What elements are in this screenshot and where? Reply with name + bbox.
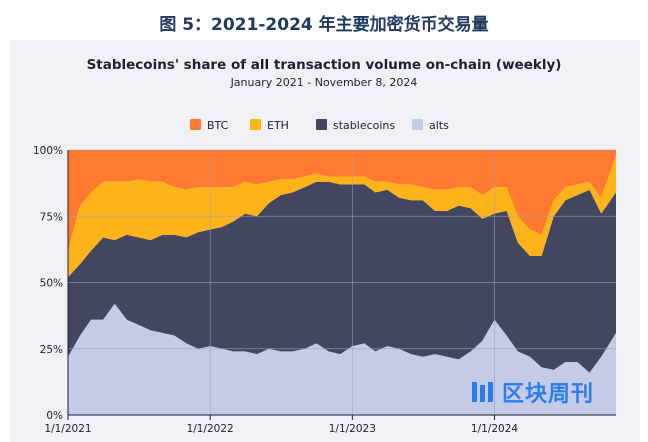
- x-tick-label: 1/1/2023: [329, 423, 376, 435]
- legend-label-alts: alts: [429, 119, 449, 132]
- y-tick-label: 50%: [40, 278, 63, 290]
- area-BTC: [68, 150, 616, 251]
- legend-label-ETH: ETH: [267, 119, 289, 132]
- legend-label-stablecoins: stablecoins: [333, 119, 395, 132]
- legend-swatch-stablecoins: [316, 119, 327, 130]
- legend-swatch-BTC: [190, 119, 201, 130]
- area-alts: [68, 303, 616, 415]
- x-tick-label: 1/1/2022: [187, 423, 234, 435]
- legend-label-BTC: BTC: [207, 119, 229, 132]
- y-tick-label: 0%: [46, 410, 63, 422]
- chart-subtitle: January 2021 - November 8, 2024: [230, 76, 418, 89]
- logo-bars-icon: [472, 382, 493, 402]
- y-tick-label: 100%: [33, 145, 63, 157]
- figure-caption: 图 5：2021-2024 年主要加密货币交易量: [159, 15, 489, 35]
- chart-title: Stablecoins' share of all transaction vo…: [86, 57, 562, 73]
- y-tick-label: 25%: [40, 344, 63, 356]
- watermark: 区块周刊: [470, 378, 595, 407]
- x-tick-label: 1/1/2021: [44, 423, 91, 435]
- area-stablecoins: [68, 181, 616, 373]
- x-tick-label: 1/1/2024: [471, 423, 518, 435]
- legend-swatch-alts: [412, 119, 423, 130]
- legend-swatch-ETH: [250, 119, 261, 130]
- y-tick-label: 75%: [40, 211, 63, 223]
- watermark-text: 区块周刊: [502, 382, 595, 407]
